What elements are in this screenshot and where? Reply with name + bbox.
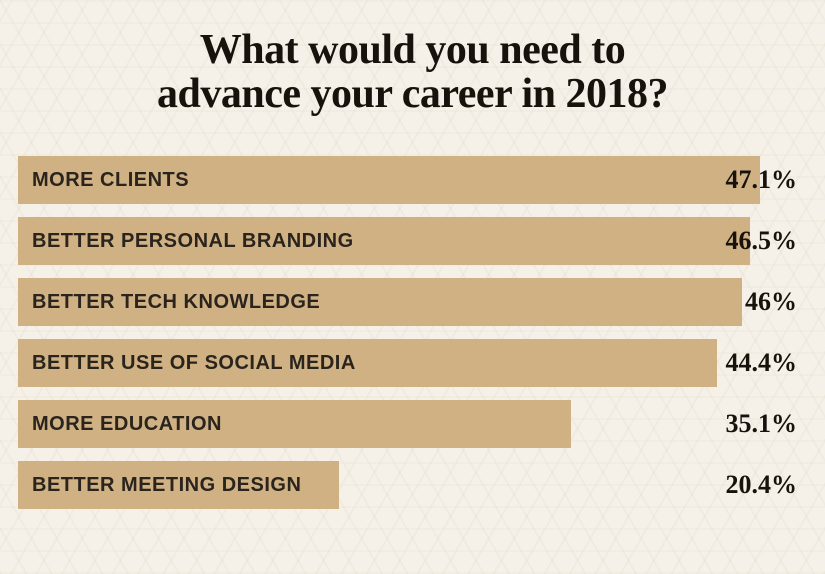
bar-label: MORE EDUCATION <box>32 413 222 436</box>
bar: BETTER PERSONAL BRANDING <box>18 217 750 265</box>
bar-row: BETTER USE OF SOCIAL MEDIA 44.4% <box>18 339 807 387</box>
bar-value: 46% <box>745 287 797 317</box>
bar-row: MORE CLIENTS 47.1% <box>18 156 807 204</box>
bar-label: BETTER MEETING DESIGN <box>32 474 301 497</box>
bar-value: 20.4% <box>726 470 798 500</box>
bar-value: 44.4% <box>726 348 798 378</box>
bar: BETTER USE OF SOCIAL MEDIA <box>18 339 717 387</box>
bar: BETTER MEETING DESIGN <box>18 461 339 509</box>
bar-label: BETTER TECH KNOWLEDGE <box>32 291 320 314</box>
container: What would you need to advance your care… <box>0 0 825 574</box>
bar-row: BETTER MEETING DESIGN 20.4% <box>18 461 807 509</box>
bar-label: BETTER USE OF SOCIAL MEDIA <box>32 352 356 375</box>
bar-value: 35.1% <box>726 409 798 439</box>
chart-title: What would you need to advance your care… <box>18 28 807 116</box>
bar-label: BETTER PERSONAL BRANDING <box>32 230 354 253</box>
bar: BETTER TECH KNOWLEDGE <box>18 278 742 326</box>
bar-row: BETTER TECH KNOWLEDGE 46% <box>18 278 807 326</box>
bar-label: MORE CLIENTS <box>32 169 189 192</box>
bar: MORE CLIENTS <box>18 156 760 204</box>
bar-value: 46.5% <box>726 226 798 256</box>
bar: MORE EDUCATION <box>18 400 571 448</box>
title-line-2: advance your career in 2018? <box>157 71 668 117</box>
bar-row: BETTER PERSONAL BRANDING 46.5% <box>18 217 807 265</box>
title-line-1: What would you need to <box>200 27 625 73</box>
bar-row: MORE EDUCATION 35.1% <box>18 400 807 448</box>
bar-value: 47.1% <box>726 165 798 195</box>
bar-chart: MORE CLIENTS 47.1% BETTER PERSONAL BRANDIN… <box>18 156 807 509</box>
